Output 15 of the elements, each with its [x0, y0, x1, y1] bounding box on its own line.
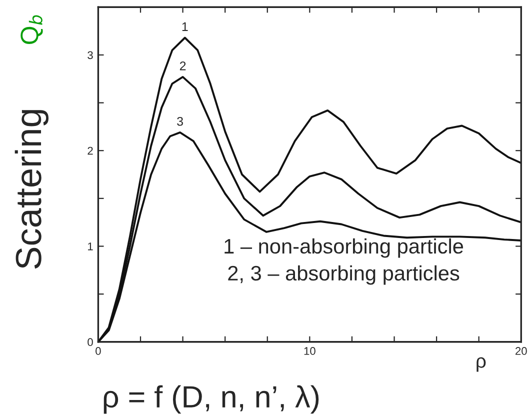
x-tick-label: 0	[96, 347, 101, 355]
series-label: 2	[180, 61, 186, 70]
y-axis-title: Scattering	[14, 110, 49, 269]
annotation: 1 – non-absorbing particle 2, 3 – absorbing particles	[224, 238, 464, 285]
x-tick-label: 20	[516, 347, 527, 355]
y-tick-label: 3	[88, 51, 93, 60]
y-tick-label: 1	[88, 242, 93, 250]
y-tick-label: 2	[88, 146, 93, 155]
series-label: 1	[182, 22, 188, 31]
text: ρ	[476, 357, 486, 372]
y2-axis-title: Q$_{b}$	[20, 15, 43, 44]
x-axis-title: ρ = f (D, n, n’, λ)	[104, 385, 319, 414]
x-tick-label: 10	[304, 347, 316, 355]
y-tick-label: 0	[88, 338, 93, 346]
series-label: 3	[177, 116, 183, 126]
